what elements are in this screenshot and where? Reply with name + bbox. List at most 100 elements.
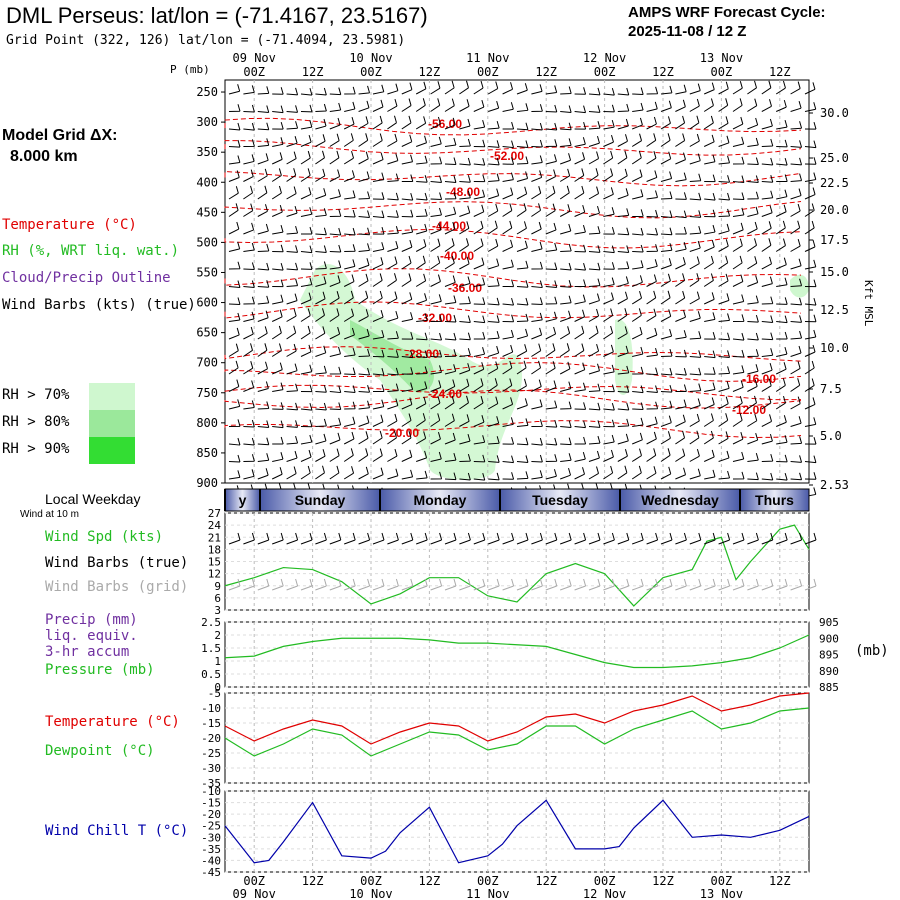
wind-barb: [372, 257, 384, 270]
wind-barb: [372, 290, 383, 305]
wind-spd-label: Wind Spd (kts): [45, 529, 164, 545]
height-tick: 2.53: [820, 478, 849, 492]
wind-barb: [315, 402, 327, 411]
wind-barb: [516, 171, 529, 182]
wind-barb: [488, 140, 500, 148]
wind-barb: [790, 101, 802, 112]
wind-barb: [243, 122, 255, 131]
wind-barb: [459, 578, 471, 591]
wind-barb: [272, 279, 284, 288]
wind-barb: [257, 578, 270, 591]
wind-barb: [776, 100, 787, 112]
wind-barb: [631, 133, 643, 147]
wind-barb: [416, 332, 428, 341]
wind-barb: [603, 119, 615, 130]
wind-barb: [617, 291, 628, 305]
top-hour-label: 00Z: [243, 65, 265, 79]
wind-barb: [387, 115, 397, 130]
wind-barb: [415, 98, 426, 112]
wind-barb: [300, 277, 313, 287]
wind-barb: [703, 134, 715, 147]
temperature-contour-label: -36.00: [448, 281, 482, 295]
wind-barb: [459, 238, 469, 252]
wind-barb: [387, 350, 399, 358]
wind-barb: [617, 87, 630, 96]
wind-barb: [689, 173, 702, 182]
wind-barb: [560, 453, 572, 462]
wind-barb: [632, 578, 644, 591]
height-tick: 20.0: [820, 203, 849, 217]
wind-barb: [300, 384, 313, 393]
wind-barb: [315, 578, 327, 591]
wind-barb: [300, 87, 313, 96]
wind-barb: [315, 118, 327, 130]
wind-barb: [761, 472, 774, 481]
wind-barb: [660, 328, 673, 340]
wind-barb: [516, 418, 529, 427]
wind-barb: [531, 203, 542, 217]
wind-barb: [502, 532, 515, 545]
wind-barb: [329, 308, 340, 322]
wind-barb: [689, 398, 701, 410]
wind-barb: [560, 381, 572, 392]
wind-barb: [603, 187, 614, 200]
wind-barb: [516, 344, 528, 357]
wind-barb: [545, 343, 556, 357]
wind-barb: [603, 277, 615, 287]
wind-barb: [300, 578, 313, 591]
wind-barb: [776, 435, 788, 445]
wind-barb: [502, 239, 514, 252]
wind-barb: [804, 472, 817, 480]
wind-barb: [401, 115, 412, 130]
wind-barb: [747, 175, 759, 184]
wind-barb: [315, 245, 327, 253]
wind-barb: [300, 449, 312, 462]
wind-barb: [344, 367, 356, 376]
wind-barb: [300, 419, 313, 428]
wind-barb: [660, 243, 673, 252]
wind-barb: [444, 413, 455, 427]
wind-barb: [718, 313, 731, 322]
temperature-ytick: -20: [201, 732, 221, 745]
wind-barb: [415, 116, 427, 130]
wind-barb: [358, 171, 370, 182]
wind-barb: [271, 152, 283, 165]
wind-barb: [329, 150, 340, 165]
wind-barb: [516, 328, 529, 340]
wind-barb: [675, 290, 686, 305]
wind-barb: [776, 297, 788, 305]
wind-barb: [560, 280, 572, 288]
wind-barb: [271, 168, 282, 182]
wind-barb: [315, 227, 327, 236]
wind-chill-ytick: -15: [201, 797, 221, 810]
wind-barb: [660, 290, 671, 305]
wind-barb: [344, 347, 356, 357]
wind-barb: [286, 532, 299, 545]
wind-barb: [732, 81, 743, 95]
wind-barb: [732, 413, 743, 427]
wind-barb: [516, 186, 528, 200]
wind-barb: [228, 241, 241, 252]
wind-barb: [718, 381, 730, 392]
wind-barb: [257, 243, 270, 252]
wind-barb: [243, 296, 255, 305]
wind-barb: [776, 315, 788, 324]
temperature-contour-label: -32.00: [418, 311, 452, 325]
wind-barb: [516, 313, 529, 322]
wind-barb: [329, 244, 342, 253]
bottom-hour-label: 12Z: [769, 874, 791, 888]
wind-barb: [603, 384, 615, 393]
wind-barb: [473, 315, 486, 324]
wind-barb: [675, 384, 687, 392]
legend-rh: RH (%, WRT liq. wat.): [2, 243, 180, 259]
wind-barb: [358, 328, 370, 340]
wind-barb: [545, 139, 558, 147]
wind-barb: [401, 578, 414, 591]
wind-barb: [603, 168, 614, 182]
wind-barb: [444, 80, 455, 95]
wind-barb: [401, 134, 413, 147]
wind-barb: [632, 385, 644, 394]
wind-barb: [257, 138, 270, 147]
wind-barb: [790, 140, 803, 148]
wind-barb: [286, 226, 299, 235]
